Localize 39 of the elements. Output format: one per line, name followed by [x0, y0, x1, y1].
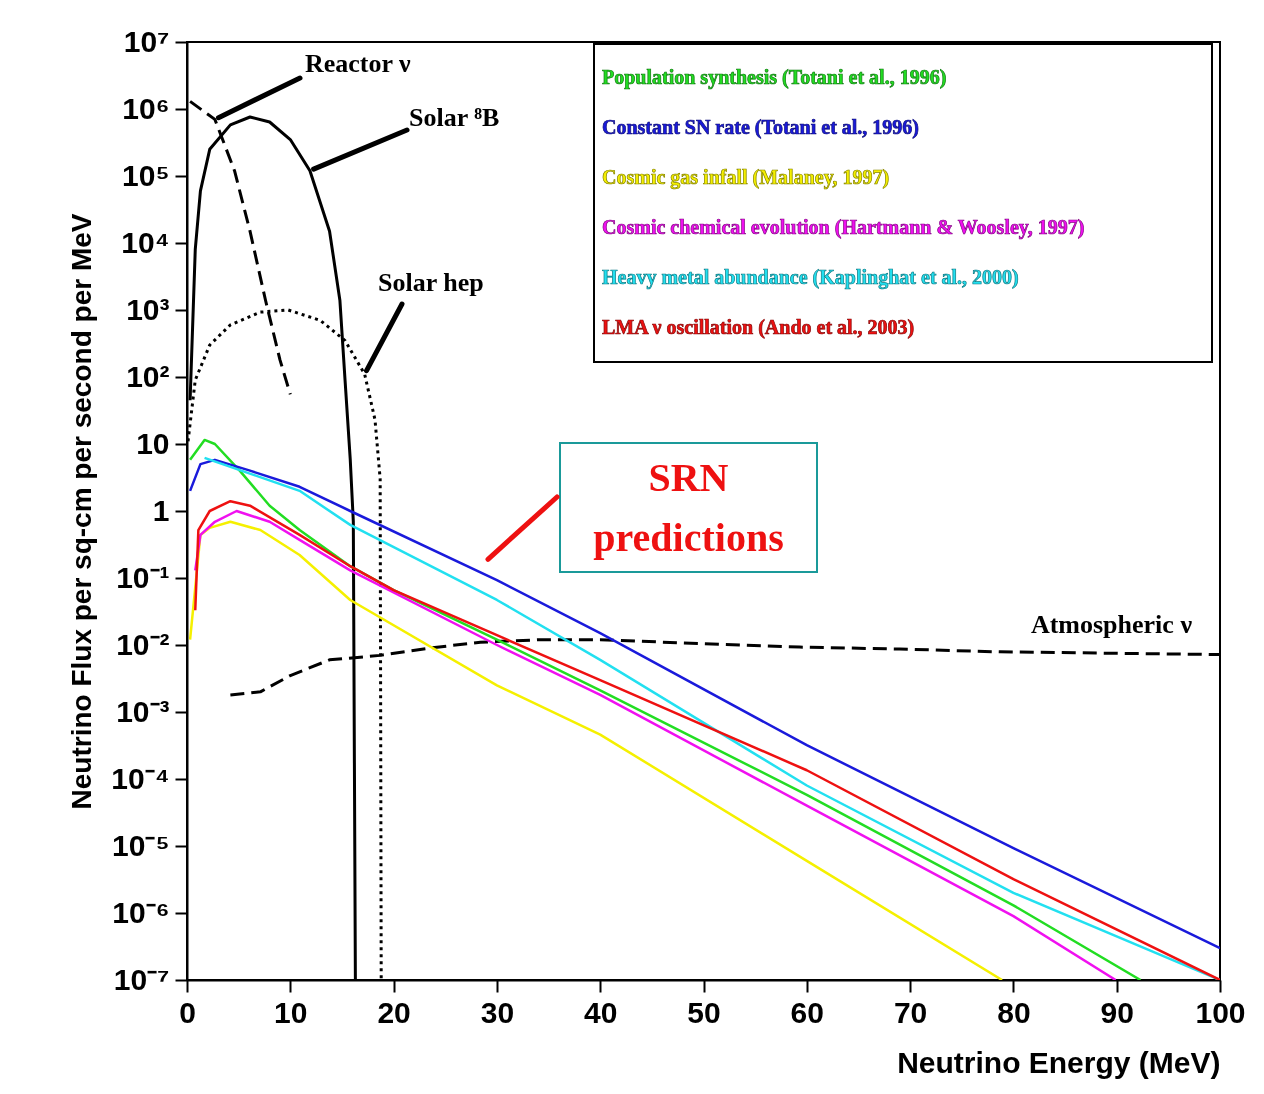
y-tick-label: 10⁻⁵ — [112, 828, 170, 862]
x-tick-label: 10 — [274, 995, 308, 1029]
y-tick-label: 10⁷ — [123, 24, 170, 58]
y-tick-label: 10 — [136, 426, 170, 460]
x-tick-label: 60 — [790, 995, 824, 1029]
text: Solar ⁸B — [409, 103, 500, 132]
x-tick-label: 40 — [584, 995, 618, 1029]
text: LMA ν oscillation (Ando et al., 2003) — [602, 316, 915, 339]
x-tick-label: 100 — [1195, 995, 1246, 1029]
text: Heavy metal abundance (Kaplinghat et al., 2000) — [602, 266, 1019, 289]
x-tick-label: 30 — [480, 995, 515, 1029]
y-tick-label: 1 — [152, 493, 170, 527]
y-tick-label: 10⁻⁴ — [111, 761, 170, 795]
y-tick-label: 10⁻² — [116, 627, 170, 661]
annotation: SRN predictions — [593, 455, 784, 560]
text: Cosmic gas infall (Malaney, 1997) — [602, 166, 890, 189]
x-tick-label: 50 — [687, 995, 721, 1029]
x-tick-label: 0 — [179, 995, 196, 1029]
y-tick-label: 10⁻¹ — [116, 560, 170, 594]
x-tick-label: 20 — [377, 995, 411, 1029]
y-axis-title: Neutrino Flux per sq-cm per second per MeV — [66, 213, 98, 810]
x-tick-label: 70 — [893, 995, 928, 1029]
y-tick-label: 10³ — [126, 292, 170, 326]
series-label: Atmospheric ν — [1030, 610, 1193, 639]
text: Population synthesis (Totani et al., 1996) — [602, 66, 947, 89]
y-tick-label: 10⁻⁷ — [113, 962, 170, 996]
text: Reactor ν — [305, 49, 412, 78]
y-tick-label: 10⁶ — [122, 91, 170, 125]
x-tick-label: 80 — [997, 995, 1031, 1029]
x-tick-label: 90 — [1100, 995, 1134, 1029]
text: Cosmic chemical evolution (Hartmann & Woosley, 1997) — [602, 216, 1085, 239]
y-tick-label: 10⁵ — [122, 158, 170, 192]
x-axis-title: Neutrino Energy (MeV) — [897, 1045, 1221, 1079]
text: Solar hep — [378, 268, 484, 297]
y-tick-label: 10⁻⁶ — [112, 895, 170, 929]
y-tick-label: 10⁴ — [121, 225, 170, 259]
y-tick-label: 10² — [126, 359, 170, 393]
y-tick-label: 10⁻³ — [116, 694, 170, 728]
text: Constant SN rate (Totani et al., 1996) — [602, 116, 920, 139]
